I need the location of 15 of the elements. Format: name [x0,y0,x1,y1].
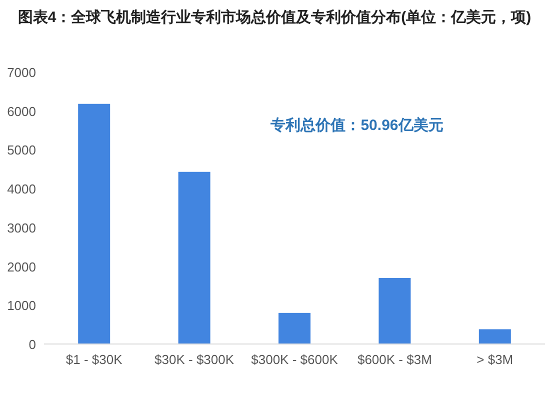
x-tick-label: $1 - $30K [66,352,123,367]
y-tick-label: 4000 [7,182,36,197]
title: 图表4：全球飞机制造行业专利市场总价值及专利价值分布(单位：亿美元，项) [18,9,532,26]
x-tick-label: $600K - $3M [357,352,432,367]
y-tick-label: 3000 [7,220,36,236]
annotation: 专利总价值：50.96亿美元 [270,116,444,134]
x-tick-label: > $3M [476,352,514,367]
x-tick-label: $300K - $600K [251,352,338,367]
y-tick-label: 6000 [7,104,36,119]
y-tick-label: 7000 [7,65,36,80]
y-tick-label: 2000 [7,259,36,274]
y-tick-label: 1000 [7,298,36,314]
x-tick-label: $30K - $300K [154,352,234,367]
y-tick-label: 0 [28,337,36,352]
y-tick-label: 5000 [7,142,36,158]
